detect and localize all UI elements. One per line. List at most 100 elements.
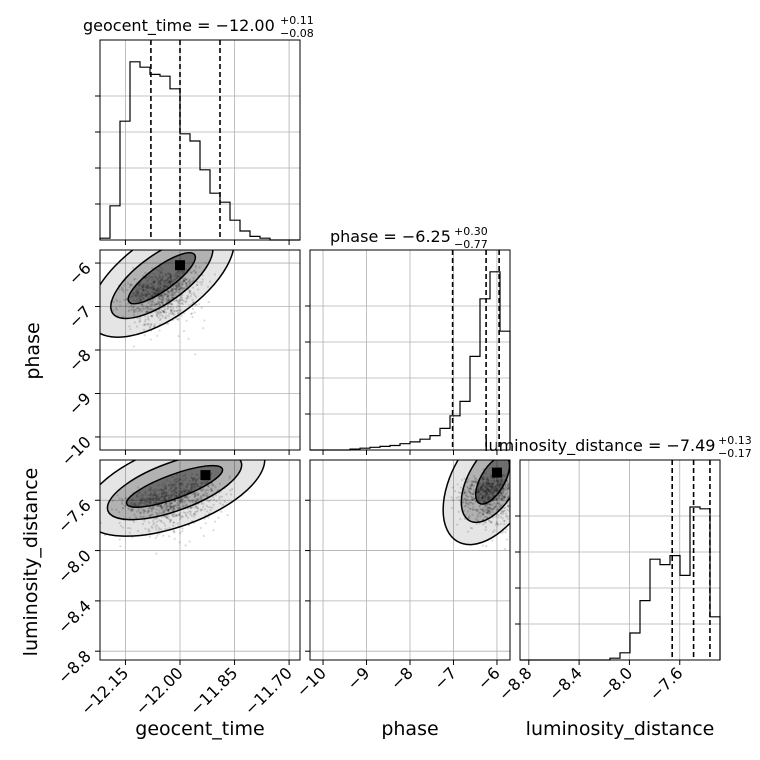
sample-point <box>162 285 165 288</box>
sample-point <box>165 282 169 285</box>
sample-point <box>178 501 181 505</box>
sample-point <box>158 499 161 502</box>
sample-point <box>150 304 154 307</box>
sample-point <box>501 492 504 495</box>
sample-point <box>152 281 156 285</box>
sample-point <box>153 498 156 501</box>
sample-point <box>207 489 210 492</box>
sample-point <box>481 488 484 491</box>
sample-point <box>487 497 490 500</box>
sample-point <box>172 280 175 283</box>
sample-point <box>173 505 176 508</box>
sample-point <box>486 511 489 514</box>
sample-point <box>492 482 496 485</box>
sample-point <box>468 490 472 494</box>
sample-point <box>178 299 181 302</box>
sample-point <box>496 481 499 484</box>
sample-point <box>140 499 143 502</box>
sample-point <box>502 497 505 500</box>
sample-point <box>159 528 163 531</box>
plot-layer: −8.8 −8.4 −8.0 −7.6−10−9−8−7−6−12.15 −12.00−… <box>54 39 721 719</box>
sample-point <box>195 510 198 513</box>
sample-point <box>506 485 509 488</box>
sample-point <box>171 490 174 493</box>
sample-point <box>160 506 163 509</box>
sample-point <box>160 493 164 496</box>
sample-point <box>187 490 190 493</box>
sample-point <box>161 296 164 299</box>
sample-point <box>183 270 186 273</box>
sample-point <box>499 486 502 489</box>
sample-point <box>196 492 200 495</box>
sample-point <box>170 287 173 290</box>
sample-point <box>487 488 491 492</box>
sample-point <box>483 506 486 510</box>
sample-point <box>513 474 515 476</box>
sample-point <box>513 478 515 480</box>
sample-point <box>180 492 183 495</box>
sample-point <box>160 271 163 274</box>
sample-point <box>190 484 193 487</box>
sample-point <box>229 493 233 496</box>
sample-point <box>193 495 196 498</box>
sample-point <box>472 497 476 500</box>
sample-point <box>168 281 171 284</box>
sample-point <box>155 496 158 499</box>
sample-point <box>517 464 519 466</box>
sample-point <box>205 504 208 507</box>
sample-point <box>173 479 176 482</box>
sample-point <box>168 290 171 293</box>
sample-point <box>201 280 204 284</box>
sample-point <box>491 507 494 511</box>
sample-point <box>185 491 189 494</box>
sample-point <box>193 491 196 494</box>
sample-point <box>149 497 152 500</box>
sample-point <box>494 502 497 505</box>
sample-point <box>202 502 205 505</box>
sample-point <box>133 310 136 314</box>
sample-point <box>155 289 158 292</box>
sample-point <box>180 301 184 305</box>
sample-point <box>148 498 152 501</box>
sample-point <box>473 475 476 478</box>
sample-point <box>484 490 487 493</box>
sample-point <box>170 288 173 292</box>
sample-point <box>141 494 145 497</box>
sample-point <box>163 281 167 284</box>
sample-point <box>162 499 165 503</box>
sample-point <box>213 520 217 523</box>
sample-point <box>165 299 169 302</box>
sample-point <box>169 290 172 293</box>
sample-point <box>166 510 170 513</box>
sample-point <box>147 292 150 295</box>
sample-point <box>151 494 154 497</box>
density-contour-1 <box>100 460 266 537</box>
sample-point <box>177 301 180 305</box>
sample-point <box>192 487 195 490</box>
sample-point <box>466 486 469 489</box>
sample-point <box>161 499 164 502</box>
sample-point <box>148 301 152 304</box>
sample-point <box>179 490 182 493</box>
sample-point <box>194 478 197 481</box>
sample-point <box>153 287 156 291</box>
sample-point <box>159 294 162 297</box>
sample-point <box>146 301 150 304</box>
sample-point <box>181 499 184 502</box>
sample-point <box>156 334 159 337</box>
sample-point <box>466 503 469 506</box>
sample-point <box>166 279 169 282</box>
sample-point <box>155 524 158 527</box>
sample-point <box>161 294 164 297</box>
sample-point <box>496 484 499 487</box>
sample-point <box>470 496 474 499</box>
sample-point <box>507 504 510 507</box>
sample-point <box>145 305 148 308</box>
sample-point <box>492 477 495 480</box>
sample-point <box>499 506 502 509</box>
sample-point <box>499 494 502 497</box>
sample-point <box>197 288 200 291</box>
sample-point <box>197 506 200 510</box>
sample-point <box>214 486 217 489</box>
sample-point <box>118 288 121 291</box>
